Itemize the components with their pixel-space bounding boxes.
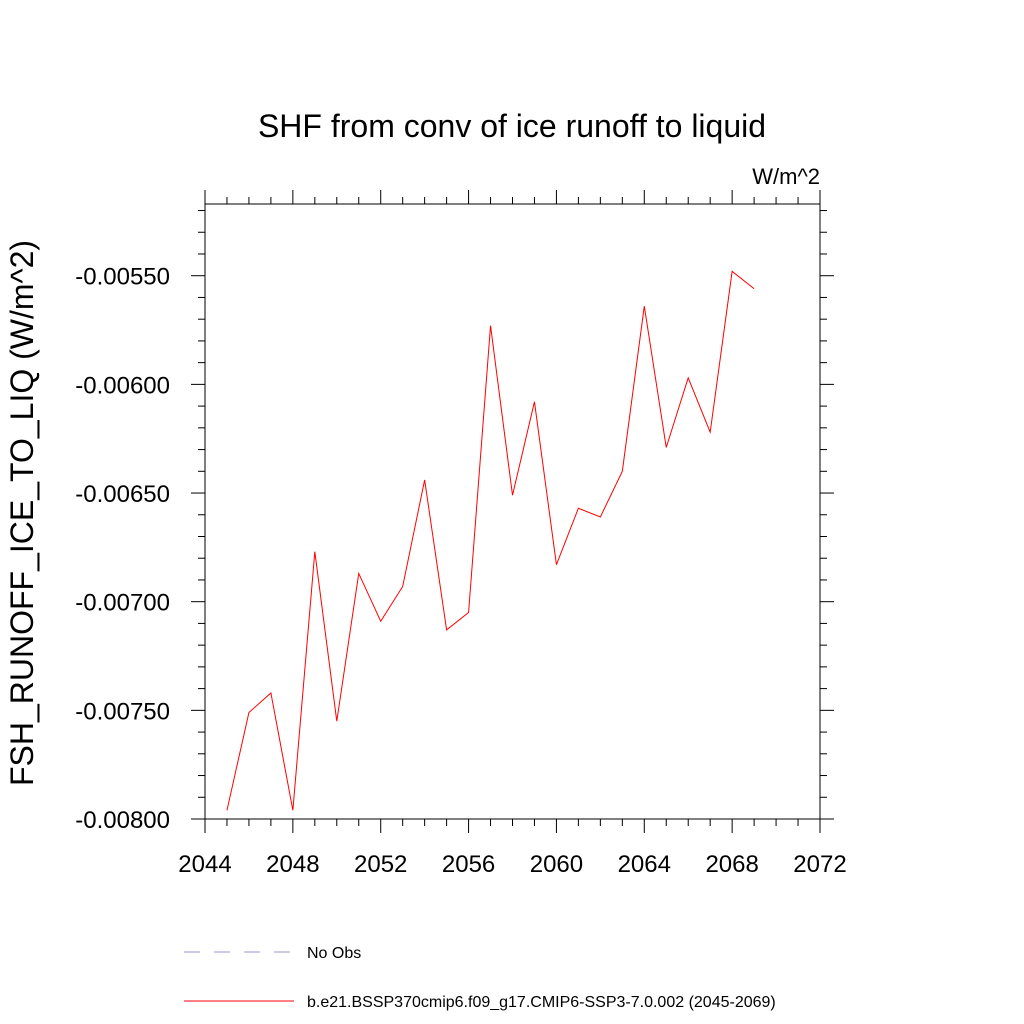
units-label: W/m^2	[752, 164, 820, 189]
y-tick-label: -0.00600	[75, 372, 170, 399]
legend: No Obs b.e21.BSSP370cmip6.f09_g17.CMIP6-…	[184, 945, 776, 1011]
x-tick-labels: 2044 2048 2052 2056 2060 2064 2068 2072	[178, 851, 846, 878]
x-tick-label: 2044	[178, 851, 231, 878]
series-line-0	[226, 270, 755, 811]
plot-frame	[204, 203, 821, 820]
y-tick-label: -0.00800	[75, 807, 170, 834]
y-tick-labels: -0.00550 -0.00600 -0.00650 -0.00700 -0.00750…	[75, 264, 170, 834]
x-tick-label: 2048	[266, 851, 319, 878]
x-tick-label: 2072	[793, 851, 846, 878]
series-layer	[226, 270, 755, 811]
x-tick-label: 2068	[705, 851, 758, 878]
y-tick-label: -0.00750	[75, 698, 170, 725]
x-tick-label: 2056	[442, 851, 495, 878]
y-tick-label: -0.00700	[75, 590, 170, 617]
y-axis-label: FSH_RUNOFF_ICE_TO_LIQ (W/m^2)	[4, 240, 40, 786]
x-tick-label: 2064	[618, 851, 671, 878]
major-ticks	[191, 190, 834, 833]
x-tick-label: 2060	[530, 851, 583, 878]
y-tick-label: -0.00650	[75, 481, 170, 508]
chart-title: SHF from conv of ice runoff to liquid	[258, 108, 766, 144]
y-tick-label: -0.00550	[75, 264, 170, 291]
legend-label-no-obs: No Obs	[307, 945, 361, 962]
legend-label-series: b.e21.BSSP370cmip6.f09_g17.CMIP6-SSP3-7.…	[307, 994, 776, 1011]
minor-ticks	[198, 197, 827, 826]
x-tick-label: 2052	[354, 851, 407, 878]
